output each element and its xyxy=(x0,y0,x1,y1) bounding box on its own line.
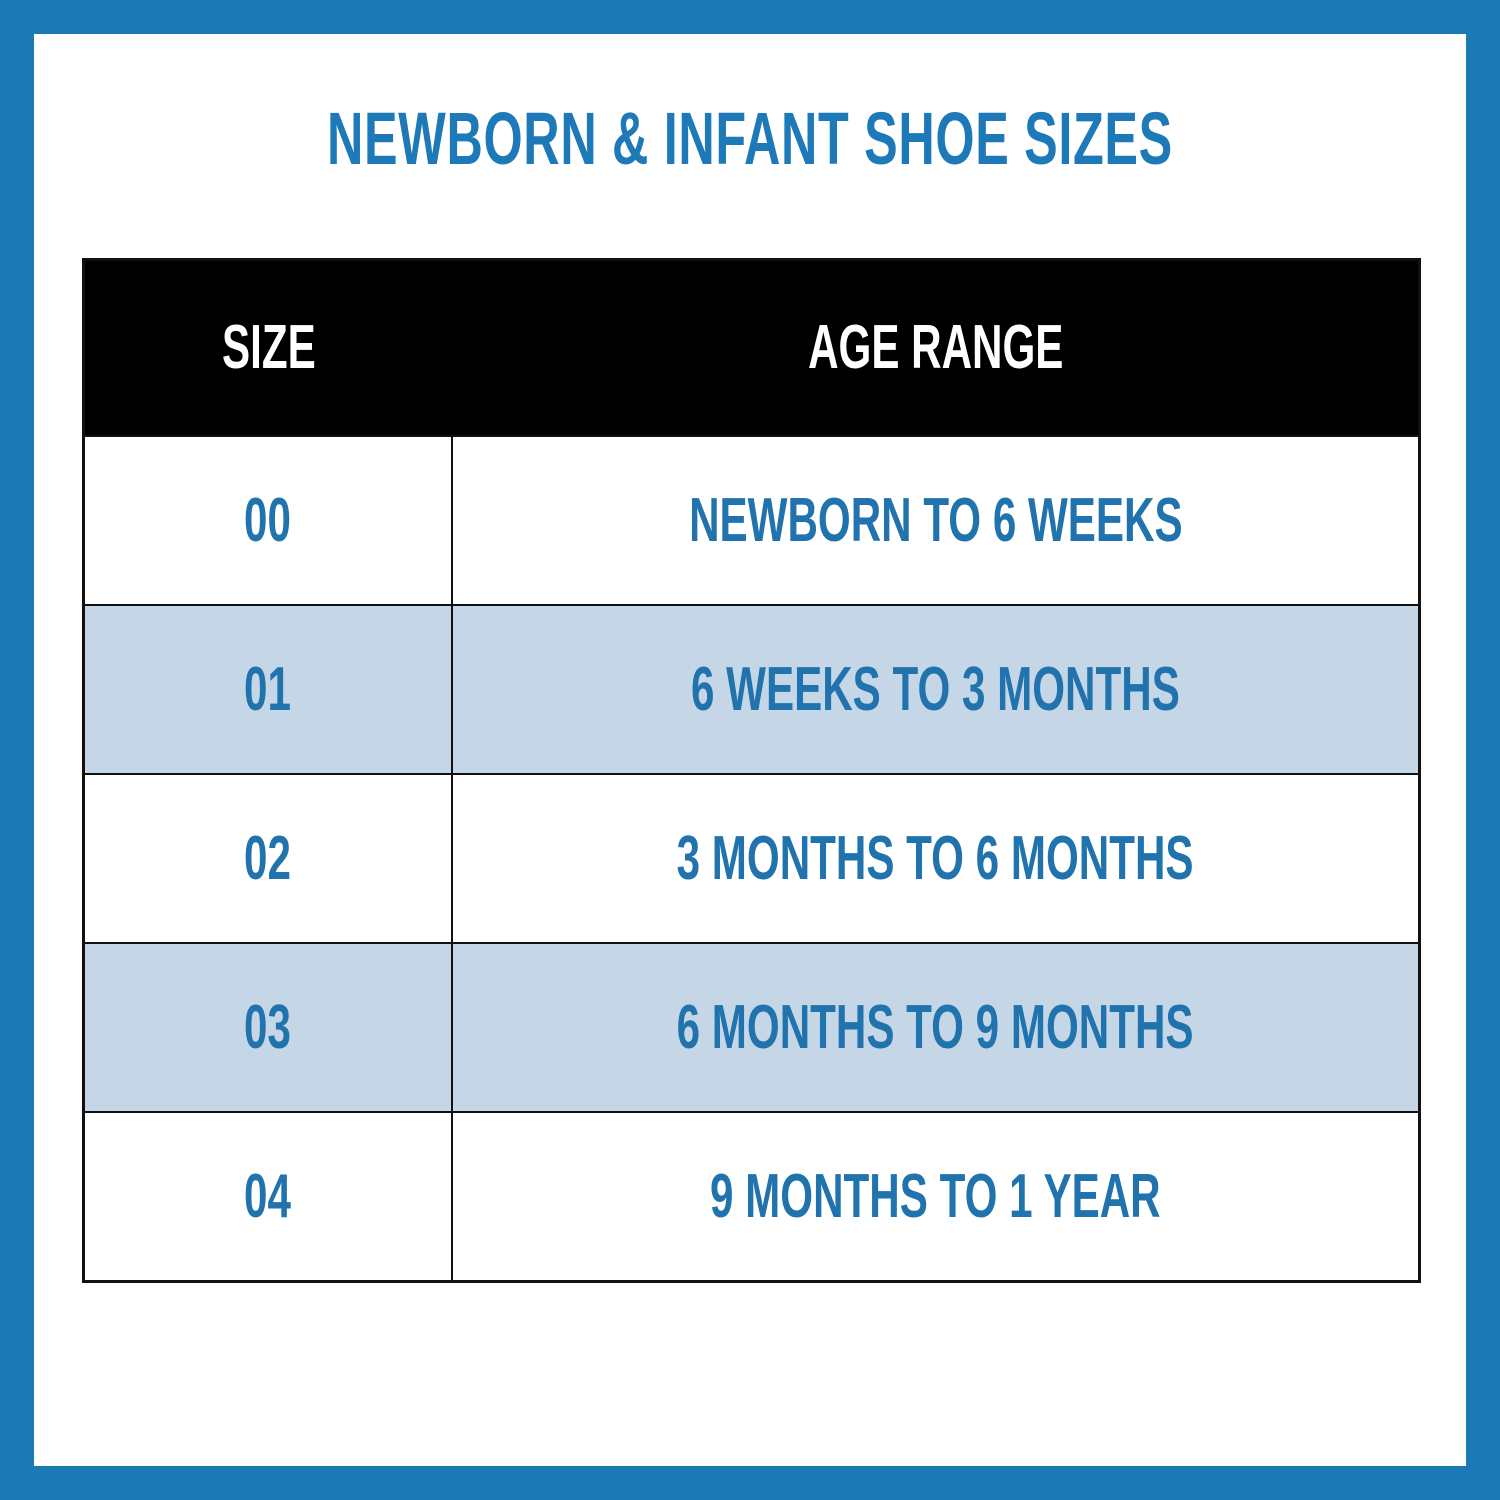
size-cell: 04 xyxy=(85,1113,453,1280)
size-cell: 00 xyxy=(85,437,453,604)
header-cell-size: SIZE xyxy=(85,317,453,379)
size-value: 03 xyxy=(244,992,292,1062)
header-cell-age-range: AGE RANGE xyxy=(453,317,1418,379)
page-title-text: NEWBORN & INFANT SHOE SIZES xyxy=(327,97,1173,180)
white-panel: NEWBORN & INFANT SHOE SIZES SIZE AGE RAN… xyxy=(34,34,1466,1466)
age-range-value: NEWBORN TO 6 WEEKS xyxy=(688,485,1183,555)
size-cell: 02 xyxy=(85,775,453,942)
size-value: 04 xyxy=(244,1161,292,1231)
header-size-label: SIZE xyxy=(222,313,316,382)
age-range-value: 6 MONTHS TO 9 MONTHS xyxy=(676,992,1194,1062)
table-row: 04 9 MONTHS TO 1 YEAR xyxy=(85,1111,1418,1280)
table-row: 03 6 MONTHS TO 9 MONTHS xyxy=(85,942,1418,1111)
size-value: 02 xyxy=(244,823,292,893)
age-range-value: 3 MONTHS TO 6 MONTHS xyxy=(676,823,1194,893)
size-chart-table: SIZE AGE RANGE 00 NEWBORN TO 6 WEEKS 01 … xyxy=(82,258,1421,1283)
age-range-cell: 3 MONTHS TO 6 MONTHS xyxy=(453,775,1418,942)
size-cell: 03 xyxy=(85,944,453,1111)
table-row: 01 6 WEEKS TO 3 MONTHS xyxy=(85,604,1418,773)
age-range-cell: 6 MONTHS TO 9 MONTHS xyxy=(453,944,1418,1111)
table-row: 00 NEWBORN TO 6 WEEKS xyxy=(85,435,1418,604)
size-value: 00 xyxy=(244,485,292,555)
size-value: 01 xyxy=(244,654,292,724)
header-age-range-label: AGE RANGE xyxy=(807,313,1064,382)
table-header-row: SIZE AGE RANGE xyxy=(85,261,1418,435)
age-range-cell: NEWBORN TO 6 WEEKS xyxy=(453,437,1418,604)
table-row: 02 3 MONTHS TO 6 MONTHS xyxy=(85,773,1418,942)
size-cell: 01 xyxy=(85,606,453,773)
age-range-cell: 9 MONTHS TO 1 YEAR xyxy=(453,1113,1418,1280)
page-title: NEWBORN & INFANT SHOE SIZES xyxy=(34,102,1466,176)
age-range-value: 6 WEEKS TO 3 MONTHS xyxy=(691,654,1180,724)
age-range-value: 9 MONTHS TO 1 YEAR xyxy=(710,1161,1161,1231)
age-range-cell: 6 WEEKS TO 3 MONTHS xyxy=(453,606,1418,773)
